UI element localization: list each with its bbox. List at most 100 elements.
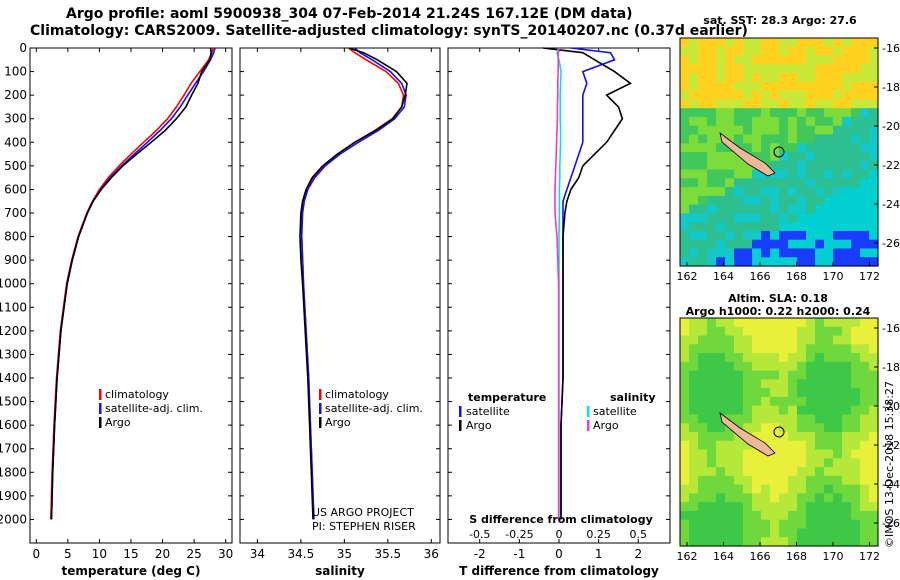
map-sst-cell xyxy=(707,195,717,206)
map-sst-cell xyxy=(815,222,825,232)
map-sla-cell xyxy=(770,379,780,389)
map-sla-cell xyxy=(743,449,753,459)
map-sla-cell xyxy=(842,388,852,398)
map-sst-cell xyxy=(779,134,789,144)
map-sst-cell xyxy=(716,257,726,267)
map-sla-cell xyxy=(815,484,825,494)
map-sst-cell xyxy=(725,195,735,206)
map-sla-cell xyxy=(815,353,825,363)
map-sst-cell xyxy=(806,230,816,241)
map-sst-cell xyxy=(851,143,861,153)
map-sst-cell xyxy=(725,248,735,258)
map-sla-cell xyxy=(869,502,879,512)
map-sst-cell xyxy=(806,257,816,267)
map-sst-cell xyxy=(860,257,870,267)
map-sla-cell xyxy=(806,432,816,442)
map-sst-cell xyxy=(734,108,744,118)
map-sla-cell xyxy=(842,405,852,416)
map-sla-cell xyxy=(869,458,879,468)
map-sla-cell xyxy=(842,440,852,451)
map-sla-cell xyxy=(815,423,825,433)
map-sst-cell xyxy=(833,169,843,179)
map-sla-cell xyxy=(689,353,699,363)
map-sst-cell xyxy=(797,239,807,250)
map-sla-cell xyxy=(725,370,735,380)
map-sla-cell xyxy=(833,493,843,503)
map-sst-cell xyxy=(761,143,771,153)
map-sla-cell xyxy=(716,440,726,451)
map-sst-cell xyxy=(770,213,780,223)
map-sla-cell xyxy=(779,405,789,416)
map-sst-cell xyxy=(851,230,861,241)
map-sst-cell xyxy=(806,108,816,118)
map-sla-cell xyxy=(752,493,762,503)
map-sst-cell xyxy=(860,143,870,153)
map-sst-cell xyxy=(788,248,798,258)
map-sla-cell xyxy=(788,510,798,521)
map-sla-cell xyxy=(743,484,753,494)
diff-legend-s-label: satellite xyxy=(593,405,637,418)
map-sla-cell xyxy=(779,475,789,486)
map-sla-cell xyxy=(725,405,735,416)
map-sla-cell xyxy=(752,396,762,407)
map-sla-cell xyxy=(725,458,735,468)
map-sst-cell xyxy=(743,178,753,188)
map-sst-cell xyxy=(860,38,870,48)
salinity-legend-swatch xyxy=(319,389,322,400)
map-sla-cell xyxy=(698,370,708,380)
map-sst-cell xyxy=(734,257,744,267)
map-sst-cell xyxy=(752,204,762,214)
map-sla-cell xyxy=(707,537,717,547)
map-sst-cell xyxy=(779,73,789,83)
map-sla-cell xyxy=(869,537,879,547)
map-sst-cell xyxy=(860,99,870,109)
map-sst-cell xyxy=(734,204,744,214)
map-sst-cell xyxy=(833,239,843,250)
map-sst-cell xyxy=(707,169,717,179)
map-sst-cell xyxy=(842,222,852,232)
difference-xtick-label: -2 xyxy=(474,547,486,561)
map-sla-cell xyxy=(698,519,708,530)
map-sst-cell xyxy=(734,222,744,232)
map-sst-cell xyxy=(797,204,807,214)
map-sla-cell xyxy=(806,335,816,345)
map-sla-cell xyxy=(734,537,744,547)
map-sst-cell xyxy=(770,239,780,250)
temperature-legend-label: Argo xyxy=(105,416,131,429)
salinity-legend-swatch xyxy=(319,403,322,414)
map-sla-cell xyxy=(860,335,870,345)
map-sla-cell xyxy=(743,519,753,530)
map-sla-cell xyxy=(680,502,690,512)
temperature-xtick-label: 15 xyxy=(123,547,138,561)
figure-title-line2: Climatology: CARS2009. Satellite-adjuste… xyxy=(30,23,748,39)
map-sla-cell xyxy=(788,519,798,530)
map-sla-cell xyxy=(698,449,708,459)
map-sst-cell xyxy=(860,195,870,206)
map-sst-cell xyxy=(707,222,717,232)
map-sla-cell xyxy=(815,405,825,416)
map-sla-cell xyxy=(761,519,771,530)
map-sla-cell xyxy=(707,475,717,486)
map-sst-cell xyxy=(806,90,816,100)
map-sst-cell xyxy=(797,81,807,92)
map-sst-cell xyxy=(689,195,699,206)
map-sst-cell xyxy=(869,160,879,171)
map-sst-cell xyxy=(689,134,699,144)
map-sla-cell xyxy=(734,326,744,337)
map-sst-cell xyxy=(833,195,843,206)
map-sst-cell xyxy=(770,257,780,267)
map-sla-cell xyxy=(752,370,762,380)
map-sst-cell xyxy=(842,152,852,162)
map-sla-cell xyxy=(869,475,879,486)
map-sst-cell xyxy=(680,108,690,118)
map-sla-cell xyxy=(815,537,825,547)
map-sst-cell xyxy=(779,222,789,232)
map-sla-cell xyxy=(797,396,807,407)
map-sla-ytick-label: -18 xyxy=(882,361,900,374)
map-sla-cell xyxy=(752,353,762,363)
map-sla-cell xyxy=(779,484,789,494)
map-sst-cell xyxy=(788,204,798,214)
map-sla-cell xyxy=(824,493,834,503)
map-sst-cell xyxy=(860,230,870,241)
map-sst-cell xyxy=(869,239,879,250)
